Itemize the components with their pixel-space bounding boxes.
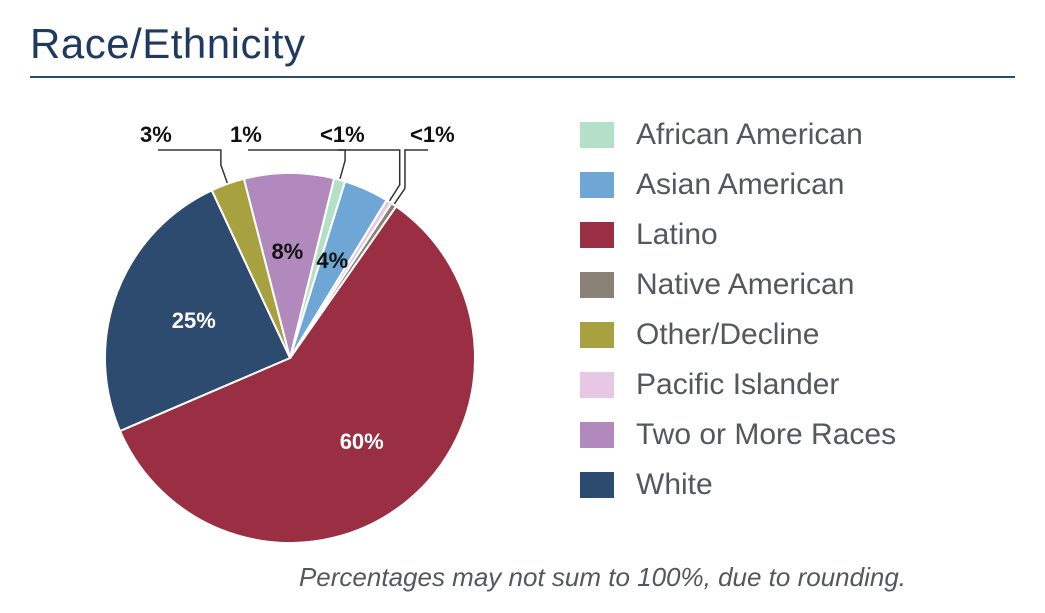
slice-label-african_am: 1% — [230, 122, 262, 148]
legend-swatch — [580, 122, 614, 148]
legend-item: Native American — [580, 268, 896, 302]
slice-label-asian_am: 4% — [316, 248, 348, 274]
legend-label: Latino — [636, 218, 718, 252]
legend-item: Two or More Races — [580, 418, 896, 452]
legend-label: African American — [636, 118, 863, 152]
legend-swatch — [580, 472, 614, 498]
legend-swatch — [580, 322, 614, 348]
slice-label-latino: 60% — [340, 429, 384, 455]
slice-label-other: 3% — [140, 122, 172, 148]
legend-item: Other/Decline — [580, 318, 896, 352]
legend-item: Asian American — [580, 168, 896, 202]
legend-swatch — [580, 222, 614, 248]
legend-swatch — [580, 272, 614, 298]
slice-label-native_am: <1% — [410, 122, 455, 148]
legend-label: Native American — [636, 268, 854, 302]
slice-label-white: 25% — [172, 308, 216, 334]
footnote: Percentages may not sum to 100%, due to … — [30, 562, 1015, 593]
legend-label: Two or More Races — [636, 418, 896, 452]
legend-swatch — [580, 172, 614, 198]
legend-swatch — [580, 422, 614, 448]
legend-label: Asian American — [636, 168, 844, 202]
content-row: 60% 25% 8% 4% 3% 1% <1% <1% African American Asi… — [30, 98, 1015, 558]
legend-label: White — [636, 468, 713, 502]
legend-label: Other/Decline — [636, 318, 819, 352]
legend-item: Pacific Islander — [580, 368, 896, 402]
legend-item: Latino — [580, 218, 896, 252]
slice-label-two_or_more: 8% — [271, 239, 303, 265]
title-rule — [30, 76, 1015, 78]
legend-swatch — [580, 372, 614, 398]
legend-label: Pacific Islander — [636, 368, 839, 402]
legend: African American Asian American Latino Nati… — [550, 98, 896, 518]
legend-item: White — [580, 468, 896, 502]
page-title: Race/Ethnicity — [30, 20, 1015, 68]
legend-item: African American — [580, 118, 896, 152]
slice-label-pacific_isl: <1% — [320, 122, 365, 148]
pie-chart: 60% 25% 8% 4% 3% 1% <1% <1% — [30, 98, 550, 558]
pie-svg — [100, 168, 480, 548]
